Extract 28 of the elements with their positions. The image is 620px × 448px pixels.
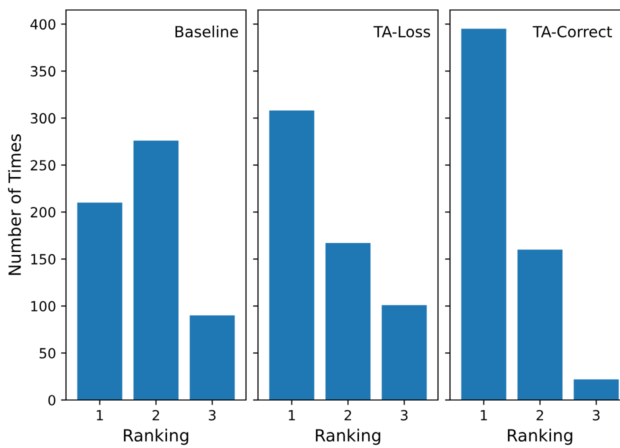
x-tick-label: 3 — [208, 410, 216, 420]
y-tick-label: 300 — [30, 113, 56, 124]
y-tick-label: 400 — [30, 19, 56, 30]
text: TA-Correct — [532, 26, 612, 38]
y-tick-label: 200 — [30, 207, 56, 218]
bar — [77, 202, 122, 400]
x-axis-title: Ranking — [316, 428, 380, 445]
x-tick-label: 3 — [592, 410, 600, 420]
x-tick-label: 3 — [400, 410, 408, 420]
y-tick-label: 150 — [31, 254, 56, 265]
x-tick-label: 2 — [536, 410, 544, 420]
x-tick-label: 1 — [96, 410, 103, 420]
x-axis-title: Ranking — [124, 428, 188, 445]
y-tick-label: 100 — [31, 300, 56, 312]
y-tick-label: 50 — [40, 348, 56, 358]
y-axis-title: Number of Times — [8, 134, 21, 275]
bar — [134, 140, 178, 400]
y-tick-label: 0 — [48, 394, 56, 406]
x-tick-label: 1 — [480, 410, 487, 420]
bar — [190, 315, 235, 400]
x-tick-label: 1 — [288, 410, 295, 420]
x-tick-label: 2 — [152, 410, 160, 420]
x-tick-label: 2 — [344, 410, 352, 420]
y-tick-label: 250 — [30, 160, 56, 171]
y-tick-label: 350 — [30, 66, 56, 77]
text: Baseline — [176, 26, 238, 38]
text: TA-Loss — [373, 26, 430, 38]
x-axis-title: Ranking — [508, 428, 572, 445]
